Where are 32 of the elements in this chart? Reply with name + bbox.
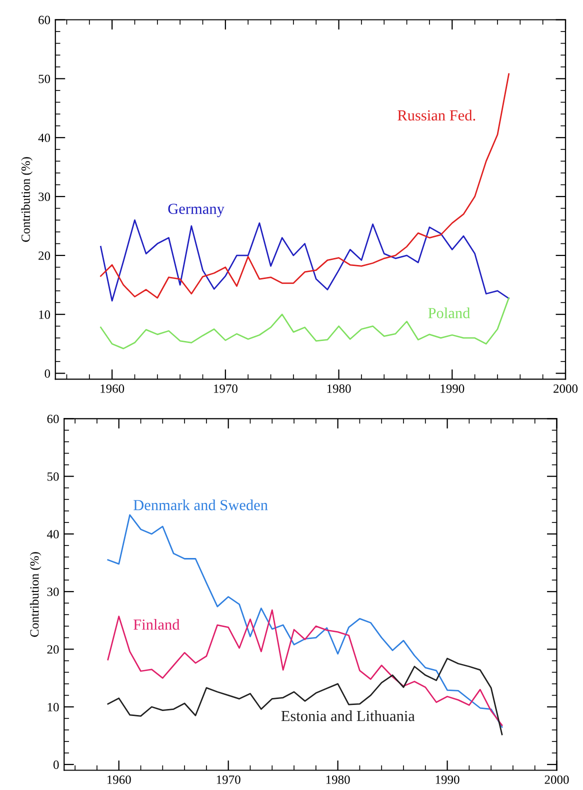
x-tick-label: 2000 — [554, 384, 578, 393]
x-tick-label: 1960 — [100, 384, 124, 393]
x-tick-label: 1970 — [214, 384, 238, 393]
x-tick-label: 1970 — [216, 775, 240, 784]
y-axis-title: Contribution (%) — [21, 157, 32, 242]
y-tick-label: 60 — [38, 16, 50, 24]
y-tick-label: 10 — [48, 702, 59, 712]
y-tick-label: 30 — [38, 192, 50, 201]
series-label: Denmark and Sweden — [134, 500, 268, 510]
y-tick-label: 60 — [47, 414, 59, 424]
y-tick-label: 50 — [47, 472, 59, 481]
y-tick-label: 40 — [38, 134, 50, 142]
y-tick-label: 40 — [47, 530, 59, 538]
y-tick-label: 50 — [38, 74, 50, 84]
y-tick-label: 20 — [47, 645, 59, 654]
x-tick-label: 1980 — [327, 384, 351, 393]
y-tick-label: 30 — [47, 588, 59, 596]
x-tick-label: 1990 — [436, 775, 460, 784]
y-tick-label: 20 — [38, 251, 50, 260]
series-label: Germany — [168, 204, 224, 218]
x-tick-label: 1960 — [107, 775, 131, 784]
x-tick-label: 1990 — [440, 384, 464, 393]
series-label: Russian Fed. — [398, 110, 476, 121]
x-tick-label: 2000 — [544, 775, 569, 784]
y-tick-label: 0 — [44, 369, 50, 378]
series-label: Poland — [428, 307, 470, 318]
y-axis-title: Contribution (%) — [30, 552, 42, 637]
y-tick-label: 10 — [39, 310, 50, 319]
series-label: Finland — [134, 619, 180, 630]
x-tick-label: 1980 — [326, 775, 350, 784]
y-tick-label: 0 — [53, 760, 59, 769]
series-label: Estonia and Lithuania — [281, 710, 415, 722]
